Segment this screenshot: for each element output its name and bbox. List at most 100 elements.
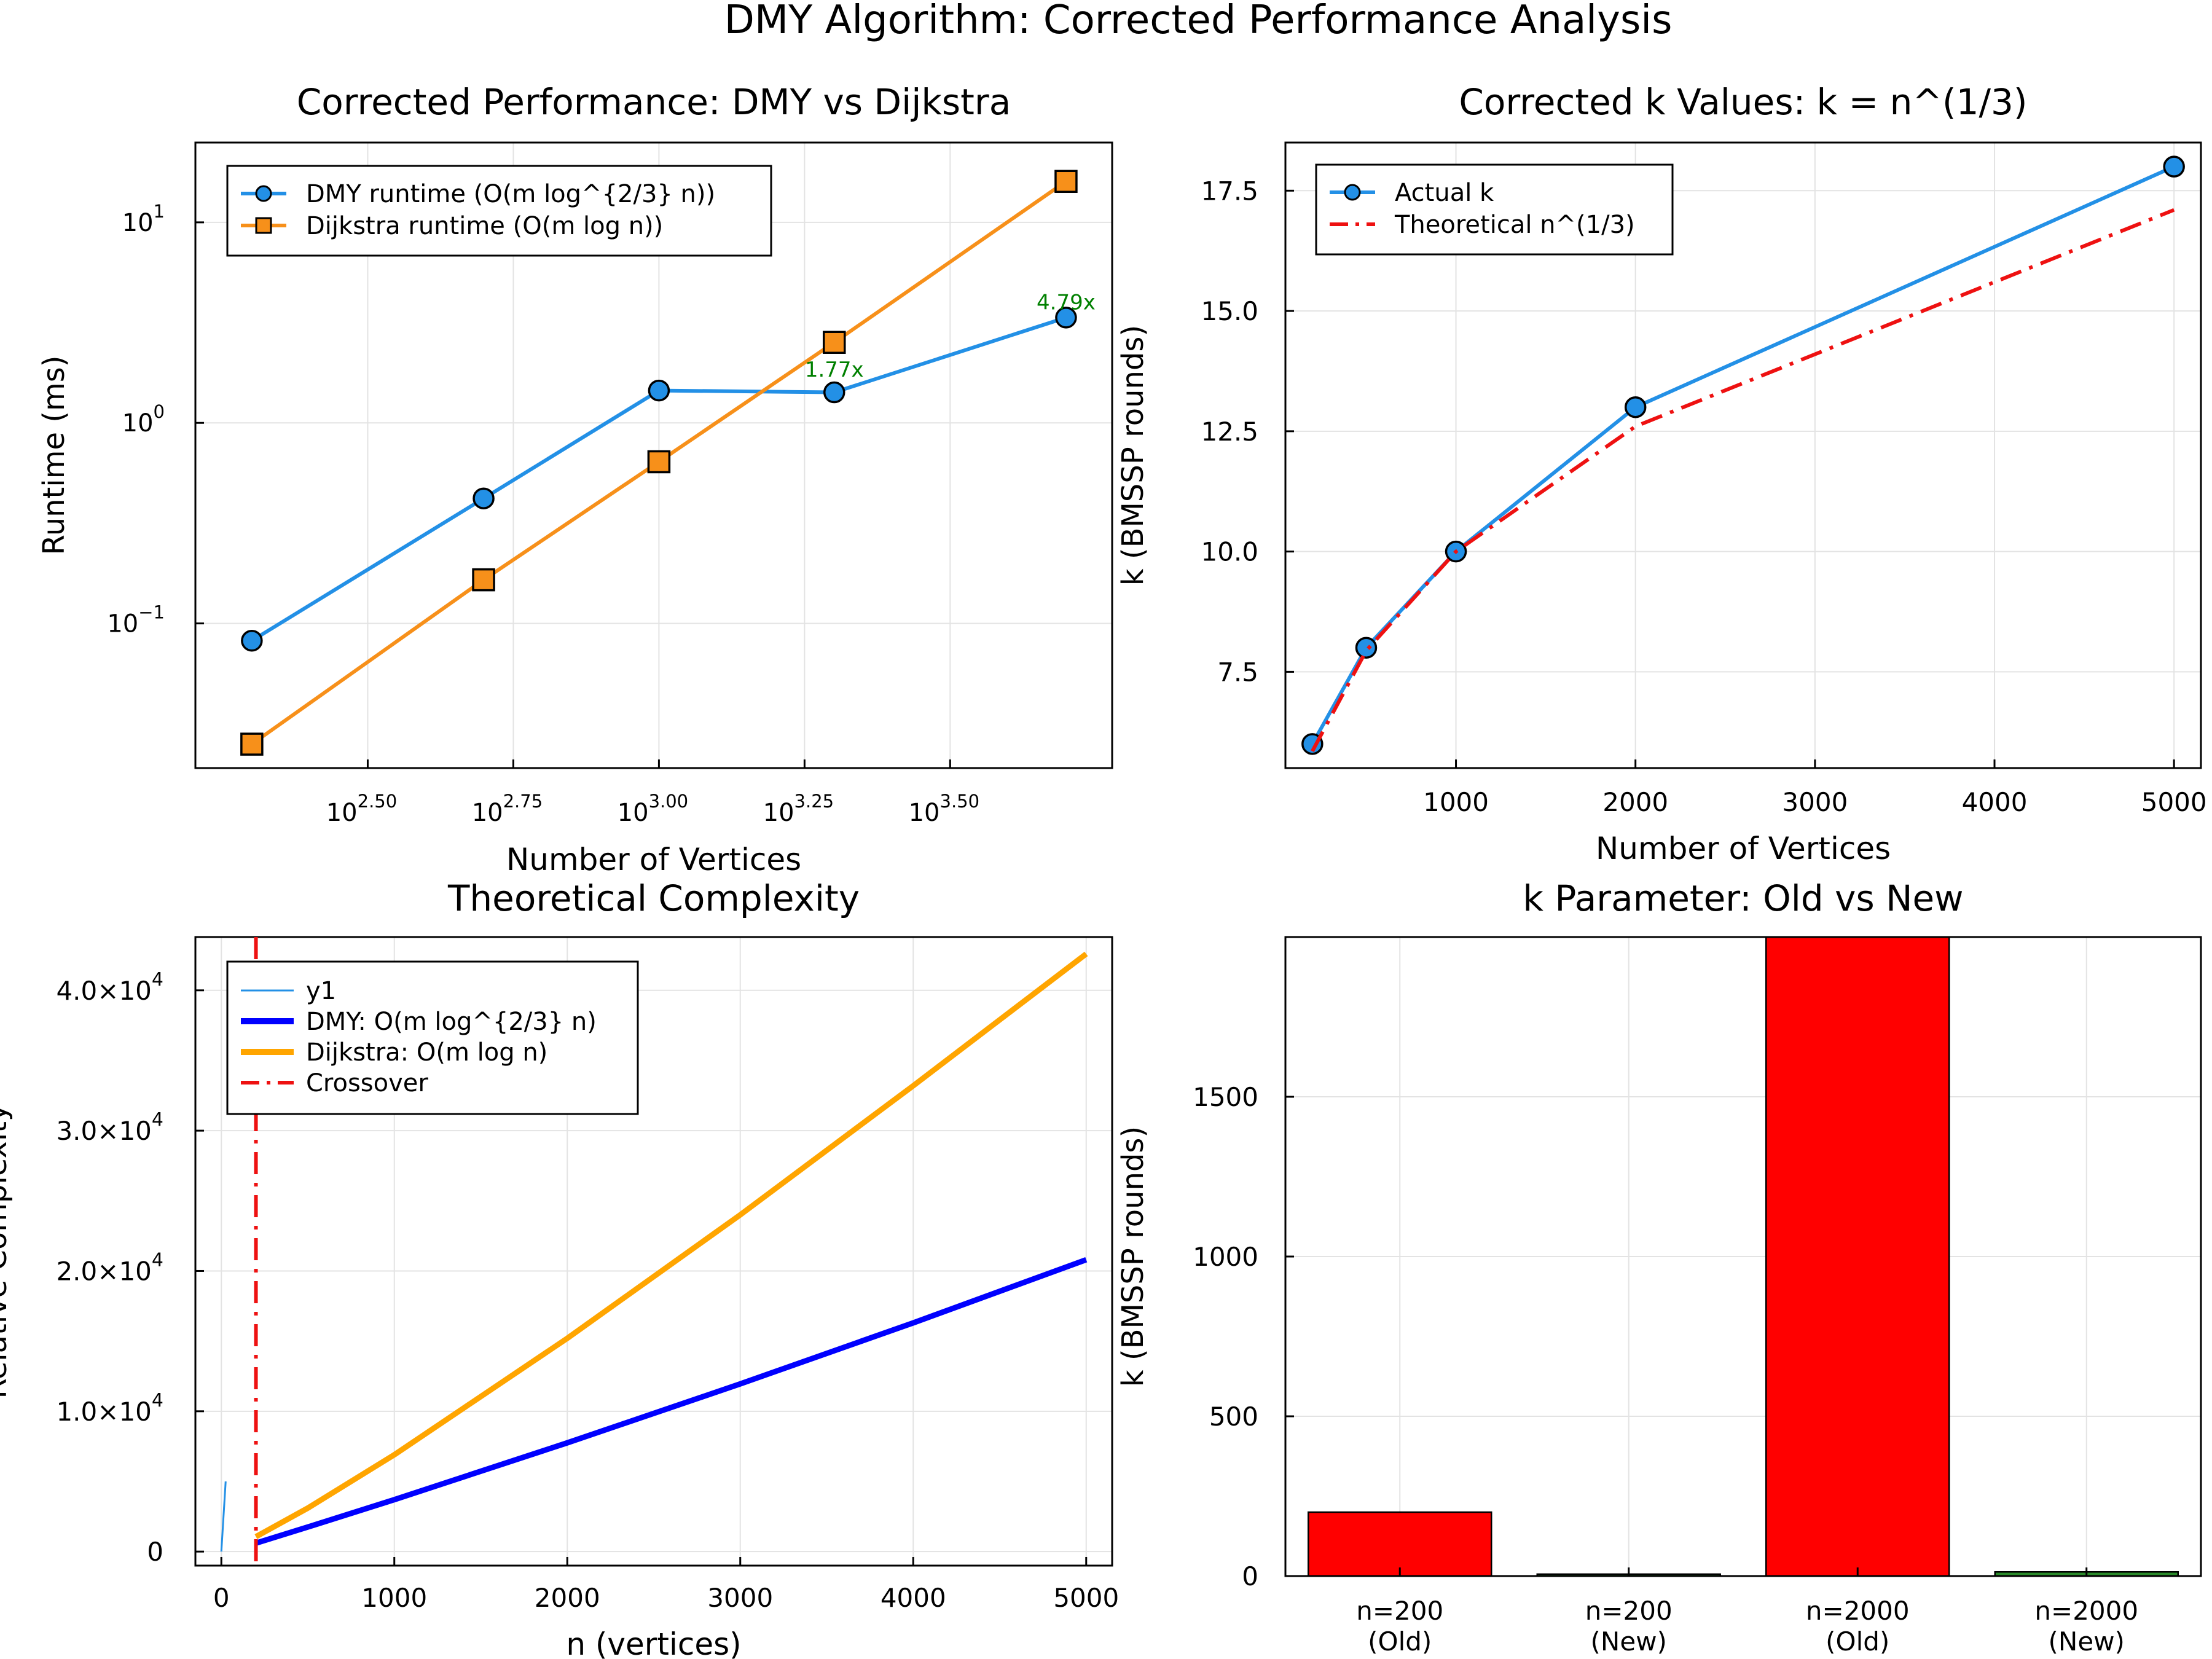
x-tick-label-line1: n=200 [1356, 1596, 1443, 1626]
x-tick-label-base: 10 [909, 799, 940, 827]
x-tick-label-base: 10 [618, 799, 649, 827]
y-tick-label: 4.0×104 [56, 969, 163, 1006]
legend-label: Dijkstra runtime (O(m log n)) [306, 212, 663, 240]
y-tick-label-mantissa: 4.0× [56, 976, 119, 1006]
x-tick-label-line2: (Old) [1368, 1626, 1432, 1657]
y-tick-label-base: 10 [119, 976, 151, 1006]
plot-frame [194, 141, 1113, 769]
y-tick-label: 15.0 [1201, 296, 1258, 326]
x-tick-label-line2: (Old) [1826, 1626, 1889, 1657]
x-tick-label: 4000 [1962, 787, 2028, 817]
x-tick-label: 103.25 [763, 791, 834, 827]
x-tick-label-exponent: 3.50 [940, 791, 980, 812]
panel-runtime: Corrected Performance: DMY vs Dijkstra10… [37, 81, 1113, 877]
series-line-2 [254, 951, 1088, 1539]
y-tick-label-exponent: 0 [154, 401, 165, 422]
y-tick-label: 1.0×104 [56, 1390, 163, 1427]
y-tick-label-base: 10 [119, 1397, 151, 1427]
y-tick-label-exponent: 4 [152, 1249, 163, 1271]
panel-k-parameter-bars: k Parameter: Old vs Newn=200(Old)n=200(N… [1116, 877, 2202, 1657]
y-tick-label: 1500 [1193, 1082, 1258, 1112]
x-tick-label: 3000 [1782, 787, 1848, 817]
speedup-annotation: 1.77x [805, 358, 864, 382]
x-tick-label: 2000 [1602, 787, 1668, 817]
x-tick-label-line1: n=2000 [2034, 1596, 2138, 1626]
y-axis-label: k (BMSSP rounds) [1116, 325, 1150, 586]
y-tick-label: 101 [122, 201, 165, 237]
panel-title: k Parameter: Old vs New [1523, 877, 1963, 919]
y-tick-label: 0 [147, 1537, 163, 1567]
y-tick-label: 0 [1242, 1561, 1258, 1591]
legend-label: DMY: O(m log^{2/3} n) [306, 1008, 597, 1036]
x-tick-label-base: 10 [326, 799, 358, 827]
y-tick-label: 17.5 [1201, 176, 1258, 206]
data-point-dijkstra [1054, 170, 1078, 194]
series-line-0 [220, 1481, 227, 1552]
data-point-dijkstra [647, 450, 671, 474]
figure-title: DMY Algorithm: Corrected Performance Ana… [724, 0, 1673, 43]
data-point-dijkstra [240, 732, 264, 756]
x-tick-label: 5000 [1053, 1583, 1119, 1613]
legend-label: Dijkstra: O(m log n) [306, 1038, 547, 1067]
y-tick-label-base: 10 [107, 610, 138, 638]
y-tick-label: 12.5 [1201, 417, 1258, 447]
y-tick-label-exponent: 4 [152, 1390, 163, 1411]
x-tick-label: 2000 [535, 1583, 600, 1613]
y-tick-label-base: 10 [122, 209, 154, 237]
legend-label: DMY runtime (O(m log^{2/3} n)) [306, 180, 715, 208]
y-tick-label-exponent: −1 [138, 602, 165, 623]
y-tick-label: 100 [122, 401, 165, 437]
y-axis-label: k (BMSSP rounds) [1116, 1126, 1150, 1387]
panel-title: Theoretical Complexity [447, 877, 860, 919]
y-tick-label: 7.5 [1217, 657, 1258, 687]
x-tick-label: 1000 [361, 1583, 427, 1613]
x-tick-label-line1: n=200 [1585, 1596, 1673, 1626]
data-point-dmy [473, 487, 495, 509]
y-axis-label: Runtime (ms) [37, 356, 71, 555]
y-tick-label-base: 10 [122, 409, 154, 437]
y-tick-label: 1000 [1193, 1242, 1258, 1272]
y-tick-label-exponent: 4 [152, 1109, 163, 1131]
x-tick-label-base: 10 [763, 799, 794, 827]
legend-box [1315, 163, 1674, 256]
y-tick-label-mantissa: 1.0× [56, 1397, 119, 1427]
x-axis-label: Number of Vertices [1596, 831, 1891, 866]
data-point-dijkstra [822, 331, 846, 354]
legend-box [226, 165, 772, 257]
data-point-dmy [1055, 307, 1077, 329]
x-tick-label: 5000 [2141, 787, 2207, 817]
x-tick-label-exponent: 3.25 [794, 791, 834, 812]
x-tick-label: 4000 [880, 1583, 946, 1613]
y-tick-label: 10.0 [1201, 537, 1258, 567]
series-line-1 [1311, 208, 2175, 753]
panel-k-values: Corrected k Values: k = n^(1/3) 1000 2000 3… [1116, 81, 2207, 866]
speedup-annotation: 4.79x [1037, 291, 1096, 315]
x-tick-label: 103.50 [909, 791, 979, 827]
panel-title: Corrected Performance: DMY vs Dijkstra [297, 81, 1011, 123]
legend-box [226, 960, 639, 1115]
plot-frame [194, 936, 1113, 1567]
y-tick-label-exponent: 1 [154, 201, 165, 222]
bar-0 [1308, 1511, 1492, 1577]
data-point-dmy [241, 629, 263, 652]
data-point-actual-k [1624, 396, 1647, 418]
data-point-actual-k [1355, 637, 1378, 659]
data-point-dijkstra [472, 568, 495, 592]
y-tick-label-exponent: 4 [152, 969, 163, 990]
data-point-dmy [648, 379, 670, 402]
legend-marker [255, 185, 272, 202]
legend-marker [1344, 184, 1361, 201]
x-tick-label-line2: (New) [1591, 1626, 1667, 1657]
data-point-dmy [823, 381, 845, 404]
bar-2 [1765, 936, 1950, 1577]
y-tick-label-mantissa: 2.0× [56, 1256, 119, 1286]
x-tick-label-base: 10 [472, 799, 503, 827]
x-tick-label: 1000 [1423, 787, 1489, 817]
x-tick-label: 0 [213, 1583, 230, 1613]
panel-title: Corrected k Values: k = n^(1/3) [1459, 81, 2027, 123]
x-tick-label-exponent: 2.50 [358, 791, 398, 812]
y-axis-label: Relative Complexity [0, 1104, 14, 1399]
x-tick-label-exponent: 3.00 [649, 791, 689, 812]
panel-theoretical-complexity: Theoretical Complexity 0 1000 2000 3000 4000 5… [0, 877, 1119, 1659]
